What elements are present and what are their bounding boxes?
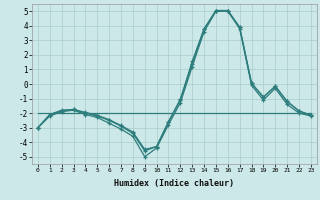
X-axis label: Humidex (Indice chaleur): Humidex (Indice chaleur) xyxy=(115,179,234,188)
